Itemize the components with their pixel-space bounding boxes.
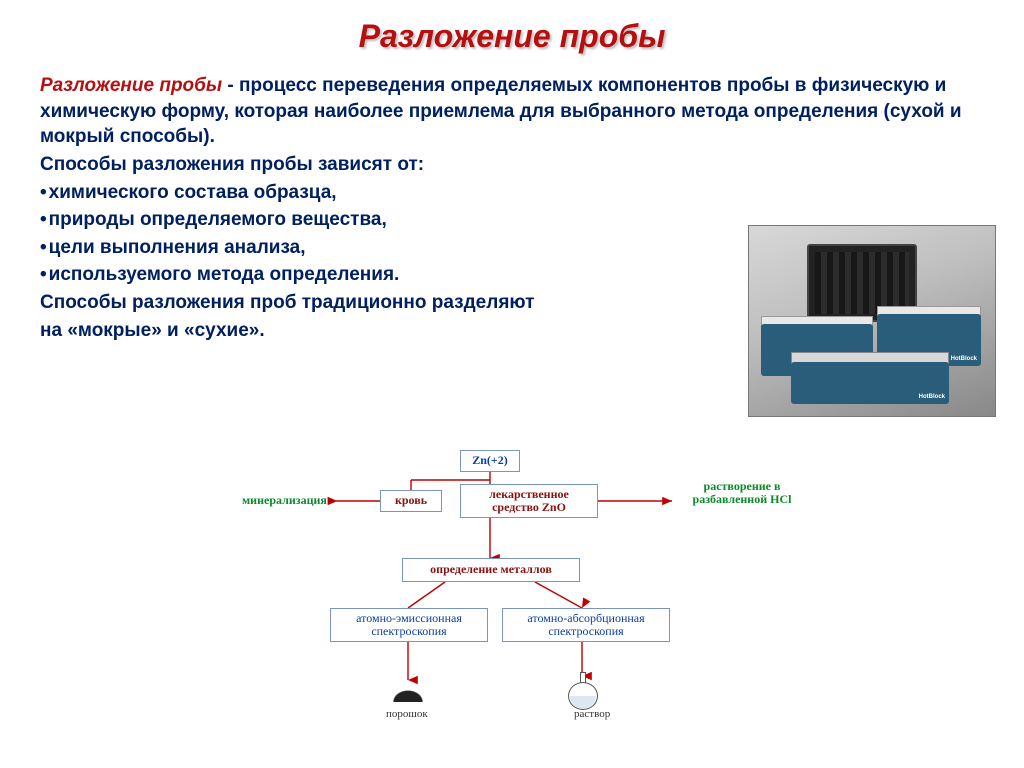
node-zn: Zn(+2)	[460, 450, 520, 472]
node-blood: кровь	[380, 490, 442, 512]
node-aes: атомно-эмиссионная спектроскопия	[330, 608, 488, 642]
node-zno: лекарственное средство ZnO	[460, 484, 598, 518]
label-dissolution: растворение в разбавленной HCl	[682, 480, 802, 506]
equipment-photo: HotBlock HotBlock HotBlock	[748, 225, 996, 417]
label-powder: порошок	[386, 708, 428, 720]
decomposition-diagram: Zn(+2) кровь лекарственное средство ZnO …	[150, 450, 870, 750]
definition-lead: Разложение пробы	[40, 75, 222, 96]
depends-intro: Способы разложения пробы зависят от:	[40, 152, 984, 178]
bullet-1: химического состава образца,	[40, 180, 984, 206]
label-mineralization: минерализация	[242, 494, 327, 507]
node-aas: атомно-абсорбционная спектроскопия	[502, 608, 670, 642]
node-metals: определение металлов	[402, 558, 580, 582]
powder-icon	[390, 688, 426, 702]
definition-paragraph: Разложение пробы - процесс переведения о…	[40, 73, 984, 150]
slide-title: Разложение пробы	[0, 0, 1024, 55]
flask-icon	[566, 672, 600, 712]
